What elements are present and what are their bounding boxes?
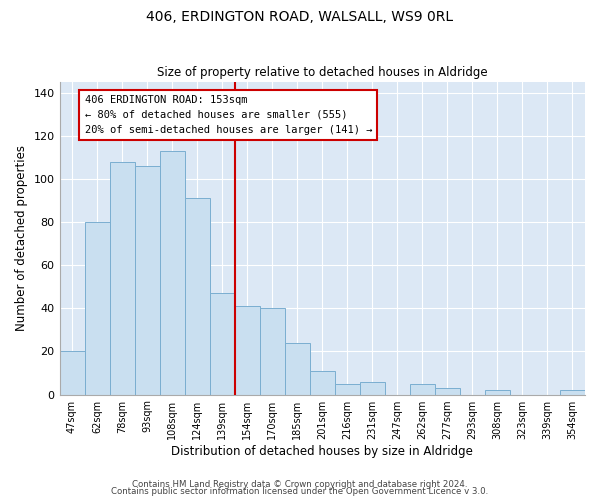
Bar	[160, 151, 185, 394]
Bar	[485, 390, 510, 394]
Bar	[209, 294, 235, 394]
Bar	[235, 306, 260, 394]
Y-axis label: Number of detached properties: Number of detached properties	[15, 146, 28, 332]
X-axis label: Distribution of detached houses by size in Aldridge: Distribution of detached houses by size …	[172, 444, 473, 458]
Text: 406, ERDINGTON ROAD, WALSALL, WS9 0RL: 406, ERDINGTON ROAD, WALSALL, WS9 0RL	[146, 10, 454, 24]
Bar	[185, 198, 209, 394]
Bar	[310, 371, 335, 394]
Bar	[410, 384, 435, 394]
Bar	[110, 162, 134, 394]
Bar	[360, 382, 385, 394]
Bar	[260, 308, 285, 394]
Bar	[59, 352, 85, 395]
Text: Contains public sector information licensed under the Open Government Licence v : Contains public sector information licen…	[112, 488, 488, 496]
Text: 406 ERDINGTON ROAD: 153sqm
← 80% of detached houses are smaller (555)
20% of sem: 406 ERDINGTON ROAD: 153sqm ← 80% of deta…	[85, 95, 372, 134]
Bar	[435, 388, 460, 394]
Text: Contains HM Land Registry data © Crown copyright and database right 2024.: Contains HM Land Registry data © Crown c…	[132, 480, 468, 489]
Bar	[335, 384, 360, 394]
Bar	[134, 166, 160, 394]
Bar	[560, 390, 585, 394]
Title: Size of property relative to detached houses in Aldridge: Size of property relative to detached ho…	[157, 66, 488, 80]
Bar	[285, 343, 310, 394]
Bar	[85, 222, 110, 394]
